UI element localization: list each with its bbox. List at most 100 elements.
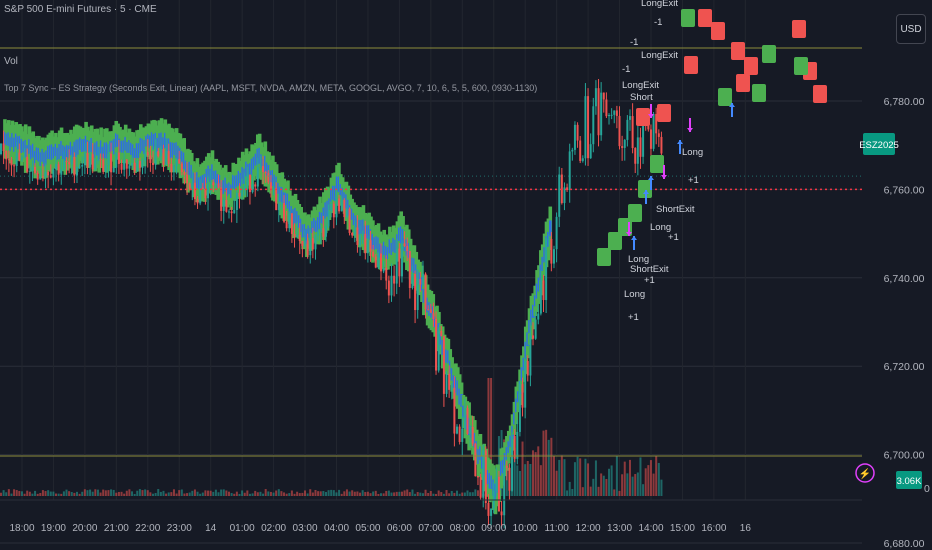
candle-body bbox=[500, 511, 503, 516]
volume-bar bbox=[550, 437, 553, 496]
volume-bar bbox=[10, 493, 13, 496]
volume-bar bbox=[487, 378, 490, 496]
band-blue-segment bbox=[50, 144, 54, 160]
strategy-indicator-label[interactable]: Top 7 Sync – ES Strategy (Seconds Exit, … bbox=[4, 83, 538, 93]
volume-bar bbox=[60, 493, 63, 496]
volume-bar bbox=[657, 462, 660, 496]
candle-body bbox=[167, 150, 170, 164]
band-blue-segment bbox=[501, 459, 505, 474]
volume-bar bbox=[55, 493, 58, 496]
volume-bar bbox=[448, 493, 451, 496]
volume-bar bbox=[345, 489, 348, 496]
trade-label: -1 bbox=[654, 17, 662, 28]
band-blue-segment bbox=[39, 152, 43, 167]
candle-body bbox=[251, 184, 254, 193]
volume-bar bbox=[280, 491, 283, 496]
band-blue-segment bbox=[488, 473, 492, 489]
volume-bar bbox=[453, 492, 456, 496]
candle-body bbox=[264, 171, 267, 174]
currency-button[interactable]: USD bbox=[896, 14, 926, 44]
band-blue-segment bbox=[503, 453, 507, 466]
candle-body bbox=[288, 213, 291, 229]
band-blue-segment bbox=[326, 200, 329, 217]
candle-body bbox=[589, 144, 592, 159]
time-tick-label: 05:00 bbox=[355, 523, 380, 534]
band-blue-segment bbox=[58, 144, 61, 160]
candle-body bbox=[610, 114, 613, 116]
volume-bar bbox=[301, 492, 304, 496]
band-blue-segment bbox=[250, 158, 254, 175]
band-blue-segment bbox=[328, 198, 331, 210]
band-blue-segment bbox=[150, 132, 154, 146]
candle-body bbox=[73, 156, 76, 176]
candle-body bbox=[466, 408, 469, 434]
volume-bar bbox=[44, 491, 47, 496]
price-axis-background bbox=[862, 0, 932, 550]
candle-body bbox=[165, 150, 168, 165]
candle-body bbox=[13, 165, 16, 167]
volume-bar bbox=[618, 490, 621, 496]
candle-body bbox=[7, 159, 10, 161]
band-blue-segment bbox=[254, 153, 258, 166]
band-blue-segment bbox=[467, 417, 471, 436]
volume-bar bbox=[167, 492, 170, 496]
volume-bar bbox=[579, 458, 582, 496]
volume-bar bbox=[201, 492, 204, 496]
time-tick-label: 08:00 bbox=[450, 523, 475, 534]
trade-label: +1 bbox=[644, 275, 655, 286]
candle-body bbox=[511, 435, 514, 491]
band-blue-segment bbox=[188, 161, 192, 176]
band-blue-segment bbox=[190, 164, 194, 179]
lightning-marker-ring bbox=[855, 463, 875, 483]
volume-bars bbox=[0, 378, 663, 496]
candle-body bbox=[138, 161, 141, 168]
price-tick-label: 6,700.00 bbox=[884, 450, 925, 462]
band-blue-segment bbox=[135, 143, 139, 159]
volume-bar bbox=[178, 490, 181, 496]
candle-body bbox=[458, 426, 461, 442]
volume-bar bbox=[382, 493, 385, 496]
candle-body bbox=[322, 228, 325, 237]
band-blue-segment bbox=[520, 367, 524, 381]
volume-bar bbox=[419, 492, 422, 496]
candle-body bbox=[424, 273, 427, 310]
volume-bar bbox=[225, 490, 228, 496]
band-blue-segment bbox=[105, 142, 109, 159]
candle-body bbox=[471, 426, 474, 444]
band-blue-segment bbox=[194, 173, 197, 185]
band-blue-segment bbox=[301, 224, 305, 238]
trade-label: Long bbox=[624, 289, 645, 300]
volume-bar bbox=[78, 493, 81, 496]
candle-body bbox=[602, 92, 605, 100]
candle-body bbox=[597, 88, 600, 136]
band-blue-segment bbox=[371, 233, 375, 250]
short-arrow-icon bbox=[661, 175, 667, 179]
candle-body bbox=[558, 174, 561, 217]
candle-body bbox=[55, 164, 58, 170]
candle-body bbox=[524, 361, 527, 408]
volume-bar bbox=[563, 459, 566, 496]
band-blue-segment bbox=[239, 172, 243, 187]
candle-body bbox=[115, 152, 118, 168]
trade-label: Long bbox=[682, 147, 703, 158]
band-blue-segment bbox=[375, 236, 378, 249]
band-blue-segment bbox=[288, 201, 292, 214]
trade-label: LongExit bbox=[622, 80, 659, 91]
volume-indicator-label[interactable]: Vol bbox=[4, 56, 18, 67]
candle-body bbox=[348, 209, 351, 233]
trade-label: +1 bbox=[668, 232, 679, 243]
volume-bar bbox=[62, 491, 65, 496]
volume-bar bbox=[613, 489, 616, 496]
band-blue-segment bbox=[228, 182, 231, 195]
band-blue-segment bbox=[18, 135, 22, 150]
candle-body bbox=[230, 211, 233, 214]
candle-body bbox=[123, 159, 126, 170]
volume-bar bbox=[644, 468, 647, 496]
candle-body bbox=[364, 233, 367, 254]
volume-bar bbox=[631, 476, 634, 496]
price-tick-label: 6,720.00 bbox=[884, 361, 925, 373]
candle-body bbox=[476, 476, 479, 478]
volume-bar bbox=[68, 491, 71, 496]
